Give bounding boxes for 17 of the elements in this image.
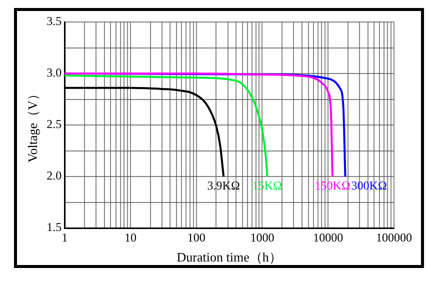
y-tick-label: 2.5	[46, 117, 62, 132]
x-tick-label: 100	[187, 230, 206, 244]
x-tick-label: 10	[124, 230, 136, 244]
y-tick-label: 1.5	[46, 220, 62, 234]
y-tick-label: 3.5	[46, 14, 62, 28]
x-tick-label: 10000	[313, 230, 344, 244]
x-tick-label: 1	[62, 230, 68, 244]
x-axis-title: Duration time（h）	[176, 250, 282, 265]
y-axis-title: Voltage（V）	[25, 88, 40, 162]
y-tick-label: 2.0	[46, 168, 62, 183]
x-tick-label: 1000	[250, 230, 274, 244]
series-label: 300KΩ	[351, 178, 387, 193]
series-label: 15KΩ	[252, 178, 282, 193]
series-label: 150KΩ	[314, 178, 350, 193]
y-tick-label: 3.0	[46, 66, 62, 80]
series-label: 3.9KΩ	[207, 178, 240, 193]
x-tick-label: 100000	[376, 230, 412, 244]
